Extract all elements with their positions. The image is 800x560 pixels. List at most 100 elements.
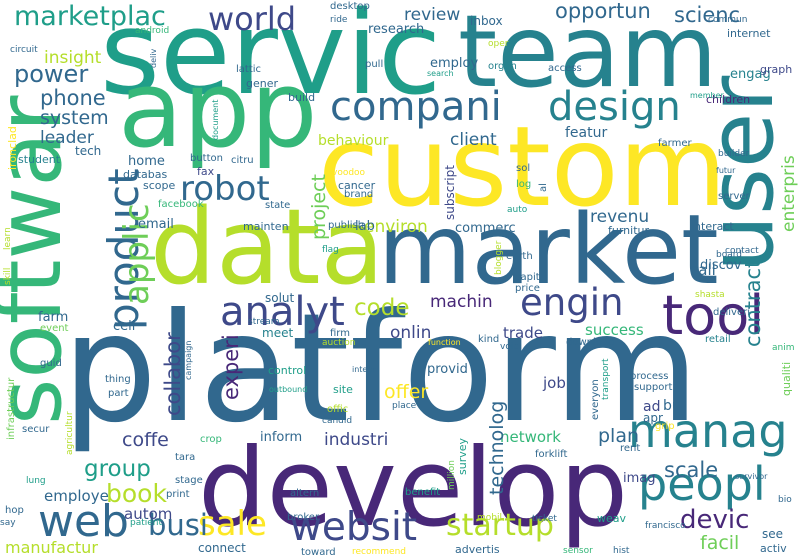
word: search <box>427 69 454 78</box>
word: employe <box>44 487 109 505</box>
word: interact <box>691 220 734 233</box>
word: softwar <box>0 95 81 425</box>
word: lung <box>26 476 46 486</box>
word: see <box>762 527 783 541</box>
word: member <box>690 91 725 100</box>
word: featur <box>565 125 607 141</box>
word: insight <box>44 48 102 68</box>
word: connect <box>198 541 246 555</box>
word: deliveri <box>713 307 750 318</box>
word: system <box>40 107 109 129</box>
word: document <box>211 100 220 140</box>
word: ironclad <box>6 126 19 170</box>
word: devic <box>680 505 749 535</box>
word: gener <box>246 77 278 90</box>
word: startup <box>446 508 554 543</box>
word: tech <box>75 144 101 158</box>
word: support <box>634 382 672 393</box>
word: sale <box>198 504 267 544</box>
word: rent <box>620 443 640 454</box>
word: crop <box>200 434 222 445</box>
word: voodoo <box>332 168 366 178</box>
word: server <box>718 191 751 202</box>
word: coffe <box>122 429 169 451</box>
word: pull <box>365 59 383 70</box>
word: book <box>106 479 167 508</box>
word: board <box>716 250 742 260</box>
word: sensor <box>563 546 593 556</box>
word: tara <box>175 452 195 463</box>
word: al <box>538 183 549 192</box>
word: control <box>268 364 306 377</box>
word: advertis <box>455 543 500 556</box>
word: ad <box>643 399 660 415</box>
word: applic <box>117 203 157 305</box>
word: part <box>108 388 129 399</box>
word: transport <box>601 358 611 400</box>
word: stream <box>248 317 280 327</box>
word: fax <box>197 165 215 178</box>
word: opportun <box>555 0 651 23</box>
word: commerc <box>455 221 516 236</box>
word: campaign <box>184 341 193 380</box>
word: cancer <box>338 179 376 192</box>
word: team <box>458 0 717 110</box>
word: survivor <box>735 472 768 481</box>
word: experi <box>219 334 243 400</box>
word: inbox <box>470 14 503 28</box>
word: firm <box>330 328 350 339</box>
word: hop <box>5 505 24 516</box>
word: capit <box>515 272 540 283</box>
word: voic <box>500 342 518 352</box>
word: anim <box>772 343 795 353</box>
word: function <box>428 338 461 347</box>
word: power <box>14 60 88 88</box>
word: grip <box>655 421 675 432</box>
word: revenu <box>590 207 649 227</box>
word: websit <box>290 505 417 550</box>
word: design <box>548 84 681 130</box>
word: mobil <box>477 513 502 523</box>
word: code <box>354 295 409 321</box>
word: student <box>18 153 61 166</box>
word: provid <box>427 362 468 377</box>
word: offer <box>384 381 428 403</box>
word: analyt <box>220 289 345 335</box>
word: integr <box>352 365 376 374</box>
word: facebook <box>158 199 204 210</box>
word: job <box>542 374 566 392</box>
word: button <box>190 153 223 164</box>
word: peopl <box>638 457 766 511</box>
word: autom <box>124 505 172 523</box>
word: bio <box>778 495 792 505</box>
word: review <box>404 5 460 25</box>
word: farm <box>38 310 68 325</box>
word: project <box>308 174 330 240</box>
word: learn <box>3 227 13 250</box>
word: scale <box>664 458 718 482</box>
word: engag <box>730 67 771 82</box>
word: citru <box>231 155 254 166</box>
word: forklift <box>535 449 567 460</box>
word: broker <box>287 512 320 523</box>
word: contact <box>725 246 759 256</box>
word: auto <box>507 205 528 215</box>
word: kind <box>478 334 499 345</box>
word: log <box>516 179 531 190</box>
word: desktop <box>330 1 370 12</box>
word: outbound <box>269 385 307 394</box>
word: graph <box>760 63 792 76</box>
word: contract <box>741 260 765 347</box>
word: discov <box>700 258 742 273</box>
word: secur <box>22 424 50 435</box>
word: toward <box>301 547 336 558</box>
word: research <box>368 22 424 37</box>
word: patient <box>130 518 162 528</box>
word: internet <box>727 27 771 40</box>
word: scope <box>143 179 175 192</box>
word: activ <box>760 542 787 555</box>
word: robot <box>180 169 270 209</box>
word: user <box>689 76 794 272</box>
word: children <box>706 93 750 106</box>
